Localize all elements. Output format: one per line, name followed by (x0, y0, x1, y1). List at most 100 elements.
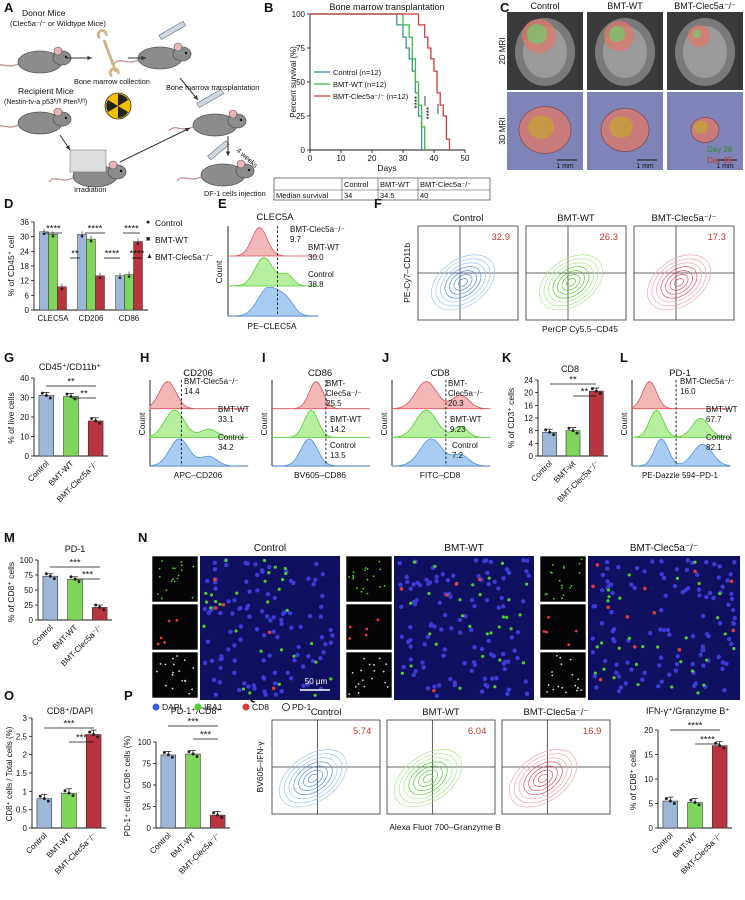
fluorescent-cell (378, 657, 381, 660)
iba1-cell (595, 645, 599, 649)
dapi-nucleus (472, 604, 477, 609)
iba1-cell (593, 671, 597, 675)
y-tick-label: 50 (142, 781, 151, 790)
data-point (44, 394, 48, 398)
cd8-cell (271, 686, 276, 691)
legend-dot (152, 703, 160, 711)
data-point (40, 391, 44, 395)
dapi-nucleus (437, 600, 442, 605)
fluorescent-cell (561, 584, 563, 587)
fluorescent-cell (552, 564, 554, 566)
fluorescent-cell (561, 597, 564, 600)
iba1-cell (636, 682, 640, 687)
dapi-nucleus (211, 677, 217, 683)
iba1-cell (313, 693, 317, 697)
dapi-nucleus (434, 693, 440, 699)
data-point (187, 750, 191, 754)
channel-thumbnail (539, 651, 587, 699)
syringe-icon (158, 20, 187, 41)
sig-label: **** (130, 249, 145, 260)
dapi-nucleus (494, 675, 499, 681)
histogram-peak (391, 381, 491, 410)
histogram-peak (631, 381, 730, 410)
fluorescent-cell (376, 618, 380, 622)
dapi-nucleus (226, 599, 231, 604)
dapi-nucleus (608, 582, 614, 587)
y-tick-label: 40 (20, 374, 29, 383)
dapi-nucleus (289, 625, 294, 631)
dapi-nucleus (704, 594, 709, 600)
dapi-nucleus (406, 639, 411, 645)
dapi-nucleus (206, 610, 211, 616)
dapi-nucleus (729, 641, 734, 647)
scale-label: 1 mm (716, 163, 734, 170)
dapi-nucleus (421, 665, 426, 670)
fluorescent-cell (360, 590, 363, 593)
dapi-nucleus (732, 615, 737, 621)
transplant-mouse-icon (168, 109, 247, 137)
dapi-nucleus (244, 579, 249, 584)
fluorescent-cell (552, 688, 555, 691)
chart-title: Bone marrow transplantation (329, 2, 444, 12)
table-cell: Median survival (276, 191, 328, 200)
y-axis-label: % of CD45⁺ cell (6, 236, 16, 297)
dapi-nucleus (720, 660, 726, 665)
contour-line (651, 258, 707, 307)
histogram-peak (149, 409, 248, 438)
dapi-nucleus (501, 604, 506, 609)
fluorescent-cell (180, 564, 183, 567)
fluorescent-cell (357, 682, 360, 685)
fluorescent-cell (360, 669, 362, 672)
dapi-nucleus (262, 633, 267, 638)
y-tick-label: 50 (24, 586, 33, 595)
histogram-peak (631, 438, 731, 467)
dapi-nucleus (725, 578, 730, 583)
flow-plot-title: Control (311, 707, 342, 718)
fluorescent-cell (379, 568, 382, 571)
dapi-nucleus (701, 663, 706, 668)
dapi-nucleus (717, 564, 722, 569)
iba1-cell (675, 576, 680, 580)
iba1-cell (509, 627, 513, 631)
syringe-icon (196, 88, 225, 109)
dapi-nucleus (469, 597, 475, 603)
iba1-cell (525, 582, 529, 586)
fluorescent-cell (158, 575, 161, 578)
dapi-nucleus (238, 605, 243, 611)
y-tick-label: 100 (292, 10, 306, 19)
image-title: BMT-WT (444, 543, 483, 554)
dapi-nucleus (425, 686, 431, 691)
dapi-nucleus (320, 593, 325, 599)
chart-title: CD8 (561, 364, 579, 374)
sig-label: *** (187, 717, 198, 728)
iba1-cell (409, 601, 413, 605)
dapi-nucleus (674, 567, 679, 572)
contour-line (543, 258, 599, 307)
dapi-nucleus (690, 633, 696, 639)
mouse-ear (53, 46, 63, 56)
dapi-nucleus (707, 590, 713, 596)
dapi-nucleus (255, 588, 260, 593)
tumor-day28 (609, 26, 625, 42)
data-point (48, 574, 52, 578)
sig-label: **** (105, 249, 120, 260)
dapi-nucleus (521, 599, 526, 604)
dapi-nucleus (485, 684, 490, 689)
peak-label: 20.3 (448, 399, 464, 408)
iba1-cell (279, 648, 284, 652)
iba1-cell (493, 685, 497, 689)
chart-title: CLEC5A (257, 212, 295, 223)
contour-line (539, 254, 603, 311)
fluorescent-cell (171, 567, 174, 570)
dapi-nucleus (398, 582, 403, 588)
dapi-nucleus (496, 605, 501, 610)
histogram-peak (391, 438, 491, 467)
dapi-nucleus (462, 660, 467, 666)
contour-line (656, 262, 702, 303)
recipient-title: Recipient Mice (18, 86, 74, 96)
quadrant-value: 17.3 (708, 232, 727, 243)
peak-label: 16.0 (680, 387, 696, 396)
dapi-nucleus (726, 636, 732, 642)
contour-line (408, 761, 448, 796)
